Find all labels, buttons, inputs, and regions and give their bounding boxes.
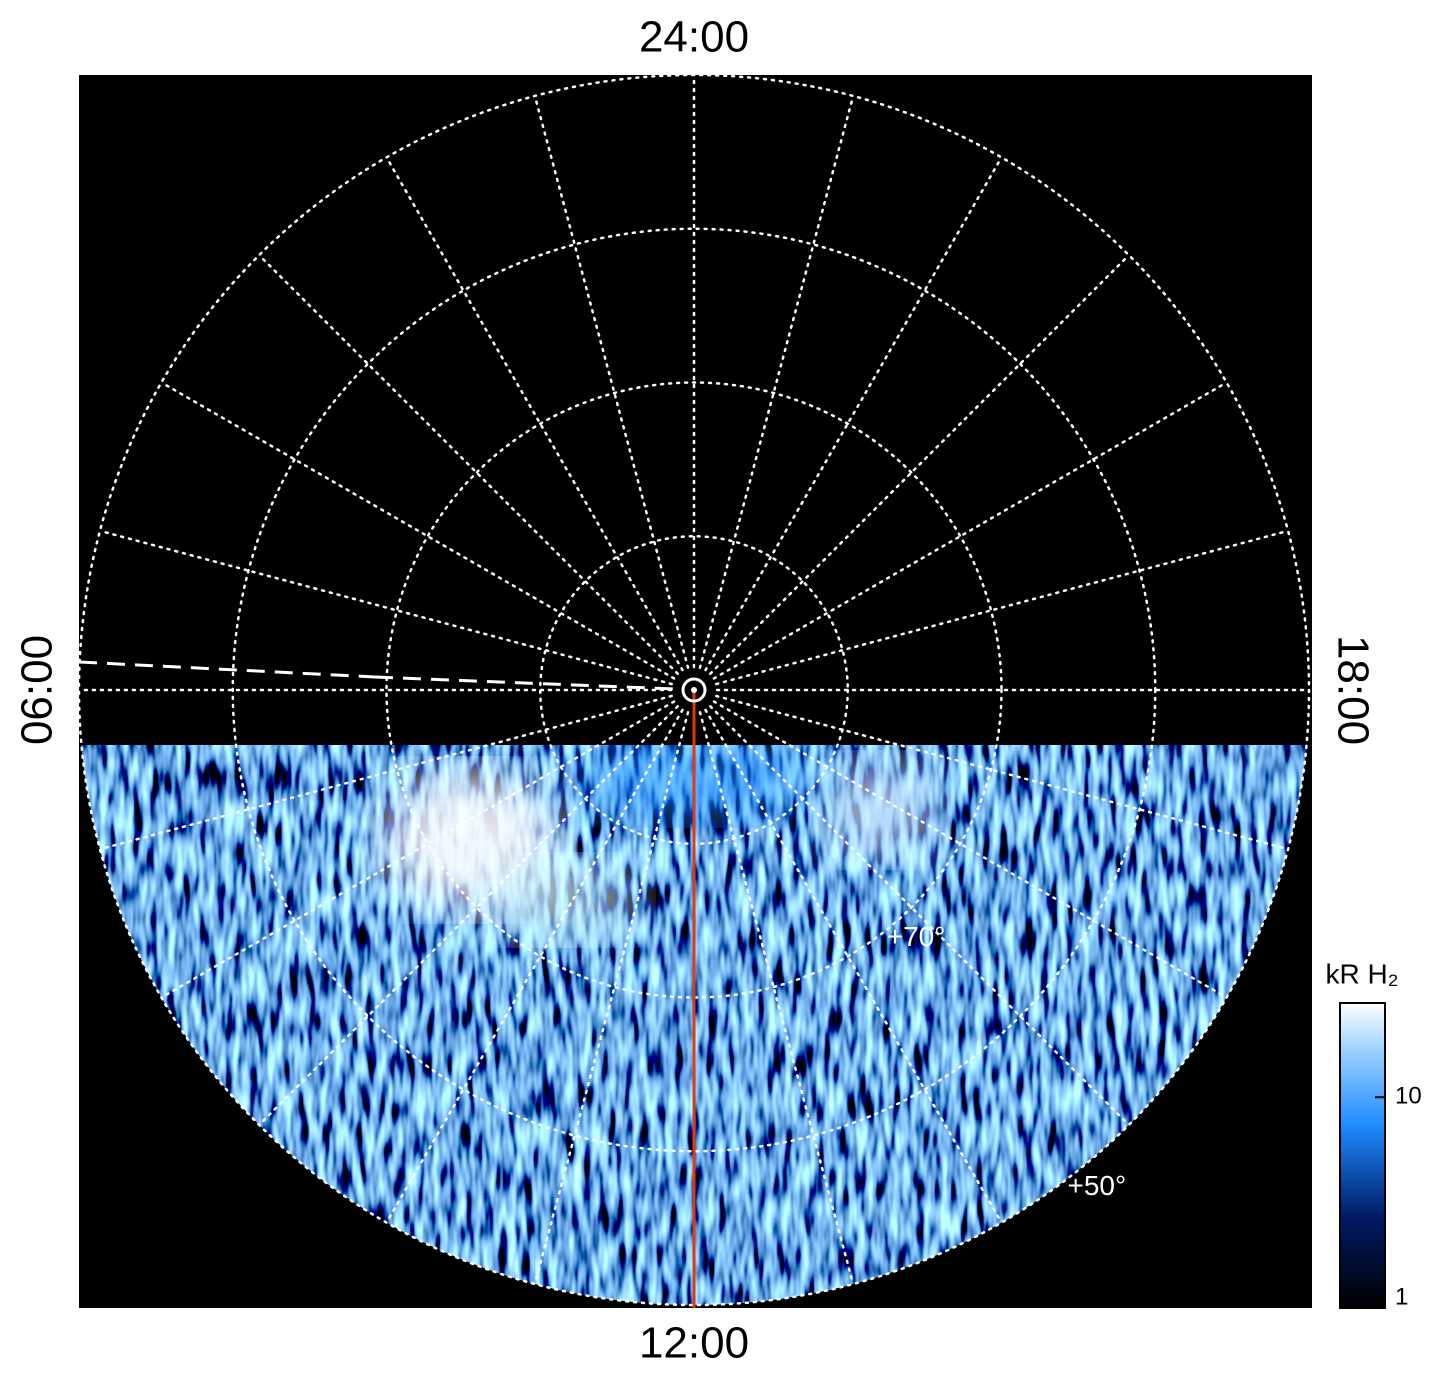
latitude-label: +50° <box>1067 1170 1126 1201</box>
meridian <box>385 708 684 1224</box>
colorbar-tick-label: 1 <box>1395 1283 1408 1310</box>
meridian <box>709 705 1131 1127</box>
latitude-ring <box>77 73 1311 1307</box>
meridian <box>704 708 1003 1224</box>
colorbar-tick-label: 10 <box>1395 1083 1422 1110</box>
meridian <box>698 711 855 1286</box>
pole-dot <box>691 687 697 693</box>
direction-label: 24:00 <box>639 13 749 62</box>
meridian <box>533 94 690 669</box>
meridian <box>98 694 673 851</box>
direction-label: 06:00 <box>13 635 62 745</box>
emission-blob <box>820 760 940 860</box>
meridian <box>698 94 855 669</box>
direction-label: 18:00 <box>1328 635 1377 745</box>
meridian <box>160 700 676 999</box>
meridian <box>712 700 1228 999</box>
meridian <box>160 381 676 680</box>
meridian <box>704 156 1003 672</box>
emission-blob <box>480 860 640 940</box>
latitude-label: +70° <box>887 921 946 952</box>
direction-label: 12:00 <box>639 1319 749 1368</box>
meridian <box>98 529 673 686</box>
meridian <box>715 529 1290 686</box>
dashed-line <box>78 660 676 691</box>
meridian <box>715 694 1290 851</box>
colorbar-label: kR H₂ <box>1325 958 1398 989</box>
meridian <box>257 705 679 1127</box>
meridian <box>712 381 1228 680</box>
colorbar-ticks: 1 10 <box>1375 1083 1422 1310</box>
meridian <box>385 156 684 672</box>
meridian <box>533 711 690 1286</box>
meridian <box>257 253 679 675</box>
pole-marker <box>681 677 707 703</box>
latitude-ring <box>231 227 1157 1153</box>
colorbar <box>1339 1002 1386 1309</box>
meridian <box>709 253 1131 675</box>
